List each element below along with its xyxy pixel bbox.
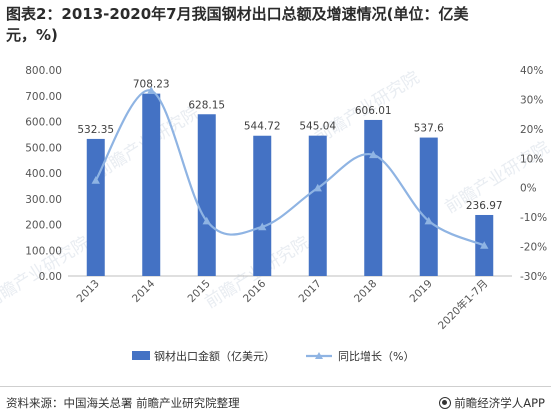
bar <box>142 93 161 277</box>
x-axis-tick-label: 2014 <box>130 277 158 305</box>
growth-line-series <box>91 86 489 249</box>
left-axis-tick-label: 200.00 <box>25 220 62 232</box>
bar <box>253 135 272 276</box>
bar <box>86 138 105 276</box>
bar-data-label: 537.6 <box>414 123 444 135</box>
bar-data-label: 606.01 <box>355 105 392 117</box>
bar-data-labels: 532.35 708.23 628.15 544.72 545.04 606.01 537.… <box>77 79 502 212</box>
bar-data-label: 628.15 <box>188 99 225 111</box>
line-point-marker <box>313 183 322 192</box>
left-axis-tick-label: 300.00 <box>25 194 62 206</box>
bar <box>419 137 438 276</box>
legend-line-marker <box>315 352 323 359</box>
source-note: 资料来源：中国海关总署 前瞻产业研究院整理 <box>6 396 240 410</box>
left-axis-tick-label: 600.00 <box>25 117 62 129</box>
chart-legend: 钢材出口金额（亿美元） 同比增长（%） <box>132 349 414 363</box>
left-axis-tick-label: 400.00 <box>25 168 62 180</box>
right-y-axis: -30% -20% -10% 0% 10% 20% 30% 40% <box>520 65 547 283</box>
footer-divider <box>0 386 551 387</box>
right-axis-tick-label: 10% <box>520 153 543 165</box>
line-point-marker <box>147 86 156 94</box>
x-axis-tick-label: 2018 <box>352 278 379 305</box>
right-axis-tick-label: -10% <box>520 212 547 224</box>
left-axis-tick-label: 800.00 <box>25 65 62 77</box>
x-axis-tick-label: 2013 <box>74 278 101 305</box>
right-axis-tick-label: 20% <box>520 124 543 136</box>
brand-name: 前瞻经济学人APP <box>454 396 545 410</box>
bar <box>308 135 327 276</box>
left-y-axis: 0.00 100.00 200.00 300.00 400.00 500.00 600.00… <box>25 65 62 283</box>
bar-data-label: 545.04 <box>299 121 336 133</box>
chart-title: 图表2：2013-2020年7月我国钢材出口总额及增速情况(单位：亿美 元，%) <box>6 4 546 46</box>
x-axis-tick-labels: 2013 2014 2015 2016 2017 2018 2019 2020年1-7月 <box>74 277 490 332</box>
x-axis-tick-label: 2017 <box>296 278 323 305</box>
brand: 前瞻经济学人APP <box>439 387 545 419</box>
legend-line-label: 同比增长（%） <box>338 349 414 363</box>
legend-bar-label: 钢材出口金额（亿美元） <box>154 349 275 363</box>
line-point-marker <box>258 222 267 231</box>
chart-title-line2: 元，%) <box>6 26 58 44</box>
bar-series <box>86 93 494 277</box>
left-axis-tick-label: 700.00 <box>25 91 62 103</box>
left-axis-tick-label: 500.00 <box>25 142 62 154</box>
right-axis-tick-label: 0% <box>520 183 537 195</box>
bar-data-label: 708.23 <box>133 79 170 91</box>
line-point-marker <box>424 216 433 225</box>
bar-data-label: 532.35 <box>77 124 114 136</box>
legend-bar-swatch <box>132 351 150 360</box>
x-axis-tick-label: 2020年1-7月 <box>435 277 490 332</box>
right-axis-tick-label: -30% <box>520 271 547 283</box>
right-axis-tick-label: -20% <box>520 242 547 254</box>
bar <box>197 114 216 276</box>
footer: 资料来源：中国海关总署 前瞻产业研究院整理 前瞻经济学人APP <box>0 387 551 419</box>
bar-data-label: 236.97 <box>466 200 503 212</box>
line-point-marker <box>369 150 378 159</box>
right-axis-tick-label: 40% <box>520 65 543 77</box>
left-axis-tick-label: 0.00 <box>39 271 62 283</box>
combo-chart: 前瞻产业研究院前瞻产业研究院前瞻产业研究院前瞻产业研究院前瞻产业研究院 0.00… <box>0 65 551 363</box>
right-axis-tick-label: 30% <box>520 94 543 106</box>
bar-data-label: 544.72 <box>244 121 281 133</box>
line-point-marker <box>91 176 100 184</box>
bar <box>364 119 383 276</box>
line-point-marker <box>480 241 489 249</box>
x-axis-tick-label: 2019 <box>407 278 434 305</box>
left-axis-tick-label: 100.00 <box>25 245 62 257</box>
line-point-marker <box>202 216 211 225</box>
qianzhan-logo-icon <box>439 397 452 409</box>
chart-area: 前瞻产业研究院前瞻产业研究院前瞻产业研究院前瞻产业研究院前瞻产业研究院 0.00… <box>0 52 551 392</box>
chart-title-line1: 图表2：2013-2020年7月我国钢材出口总额及增速情况(单位：亿美 <box>6 5 469 23</box>
